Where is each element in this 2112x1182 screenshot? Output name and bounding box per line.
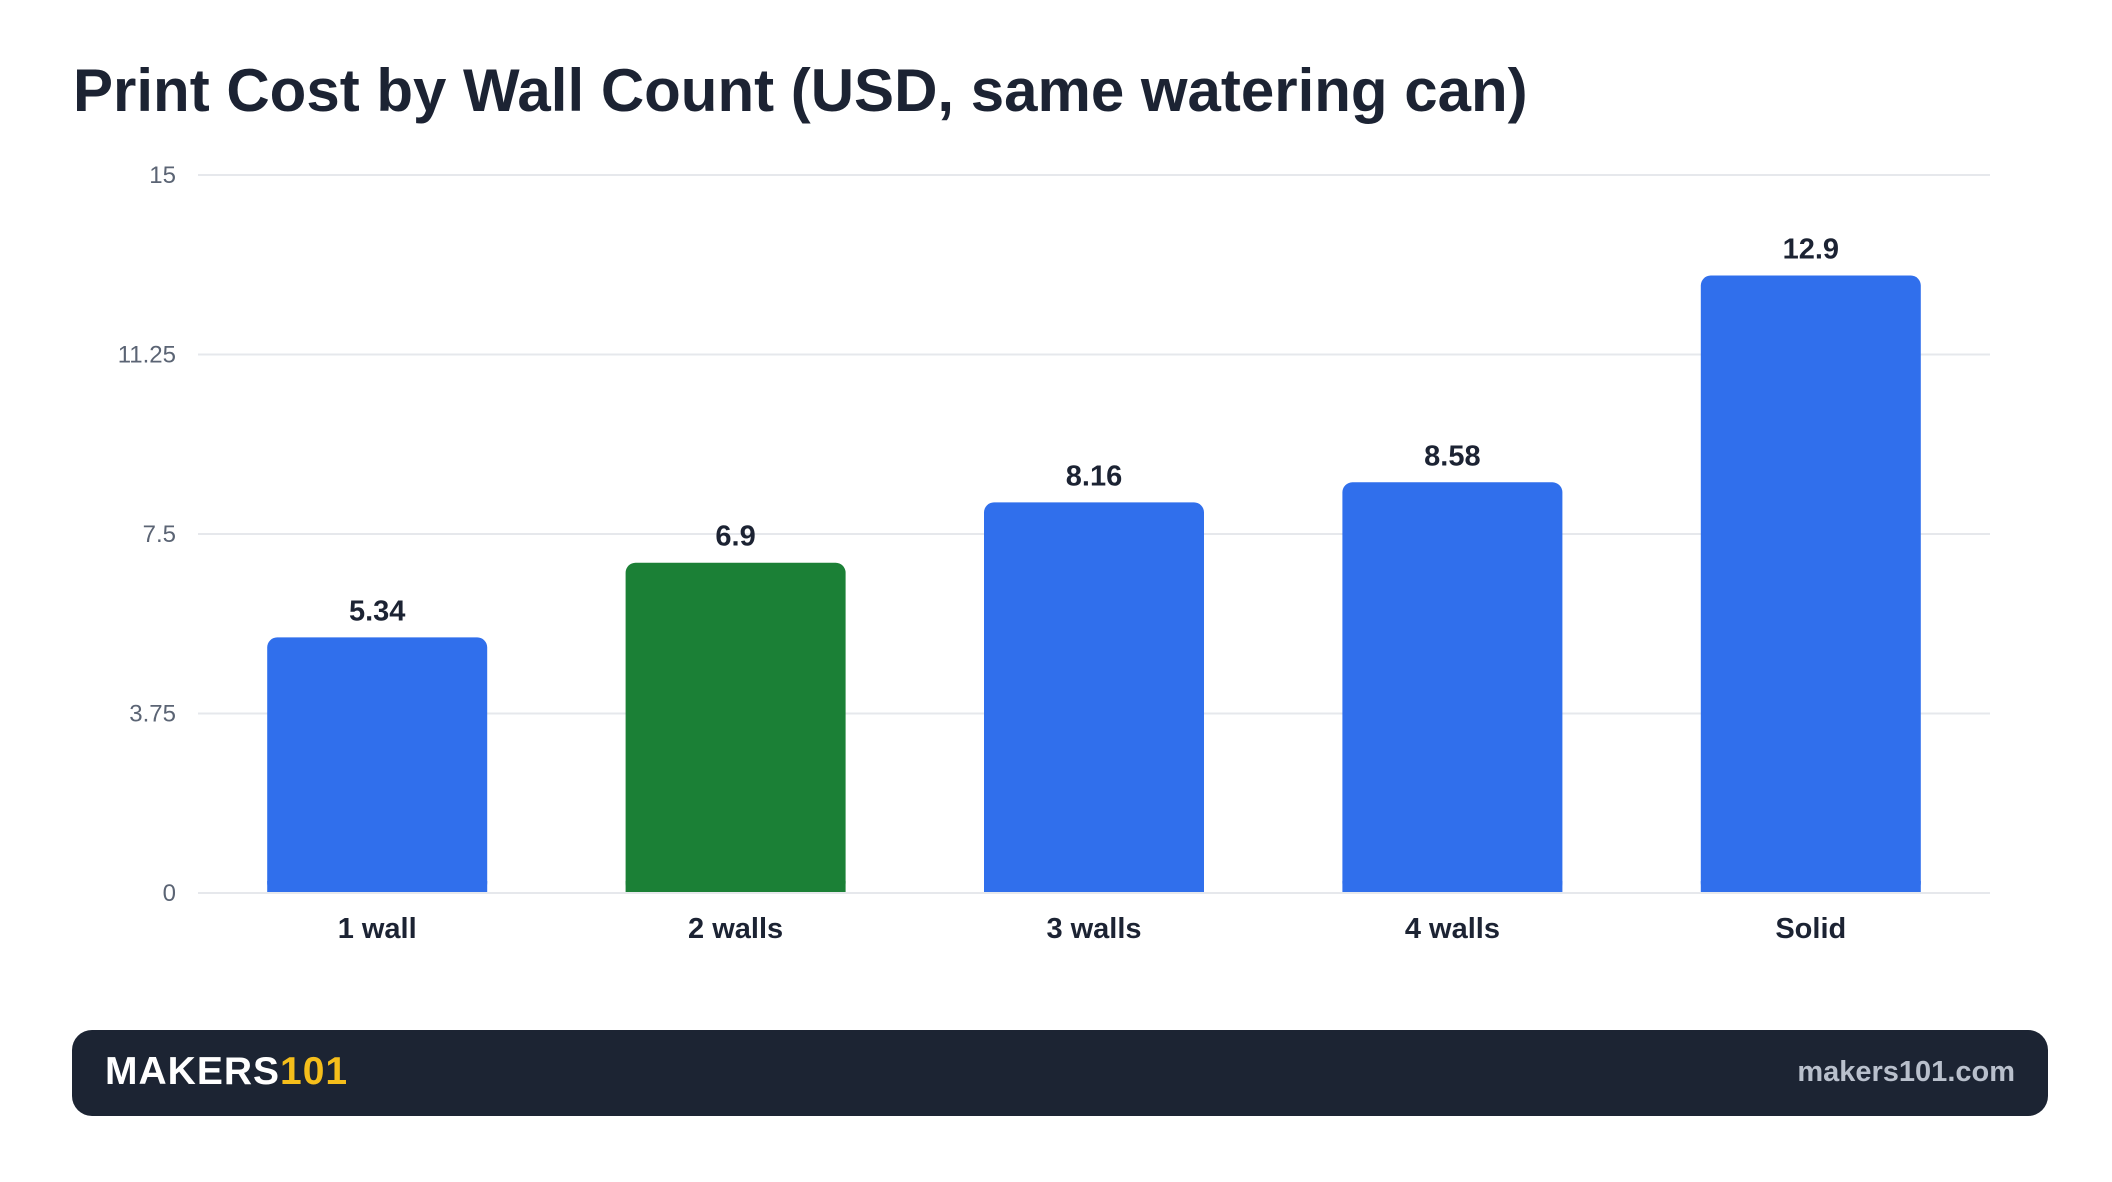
- bar: [1342, 482, 1563, 893]
- bar-base: [984, 881, 1204, 893]
- brand-name: MAKERS: [105, 1050, 281, 1093]
- bar-value-label: 12.9: [1783, 234, 1839, 266]
- bar-base: [267, 881, 488, 893]
- bar-base: [1700, 881, 1921, 893]
- x-tick-label: 3 walls: [1046, 913, 1141, 945]
- y-tick-label: 7.5: [143, 521, 176, 548]
- y-tick-label: 3.75: [129, 701, 176, 728]
- bar-value-label: 8.16: [1066, 460, 1122, 492]
- x-tick-label: 2 walls: [688, 913, 783, 945]
- bar-base: [1342, 881, 1563, 893]
- y-tick-label: 15: [149, 162, 176, 189]
- bar: [625, 562, 846, 893]
- bar: [267, 637, 488, 893]
- y-tick-label: 11.25: [118, 342, 176, 369]
- bar-value-label: 8.58: [1424, 440, 1480, 472]
- chart-title: Print Cost by Wall Count (USD, same wate…: [73, 57, 1528, 124]
- brand-number: 101: [280, 1050, 349, 1093]
- y-tick-label: 0: [163, 880, 176, 907]
- x-tick-label: 4 walls: [1405, 913, 1500, 945]
- bar: [984, 502, 1204, 893]
- brand-logo: MAKERS101: [105, 1050, 348, 1094]
- bar-chart: 0 3.75 7.5 11.25 15 5.34 1 wall 6.9 2 walls 8.16 3…: [118, 162, 1990, 945]
- footer-bar: MAKERS101 makers101.com: [72, 1030, 2048, 1116]
- bar-value-label: 6.9: [715, 521, 755, 553]
- x-tick-label: Solid: [1775, 913, 1846, 945]
- site-url[interactable]: makers101.com: [1797, 1056, 2015, 1088]
- x-tick-label: 1 wall: [338, 913, 417, 945]
- bar: [1700, 275, 1921, 893]
- bar-value-label: 5.34: [349, 595, 405, 627]
- bar-base: [625, 881, 846, 893]
